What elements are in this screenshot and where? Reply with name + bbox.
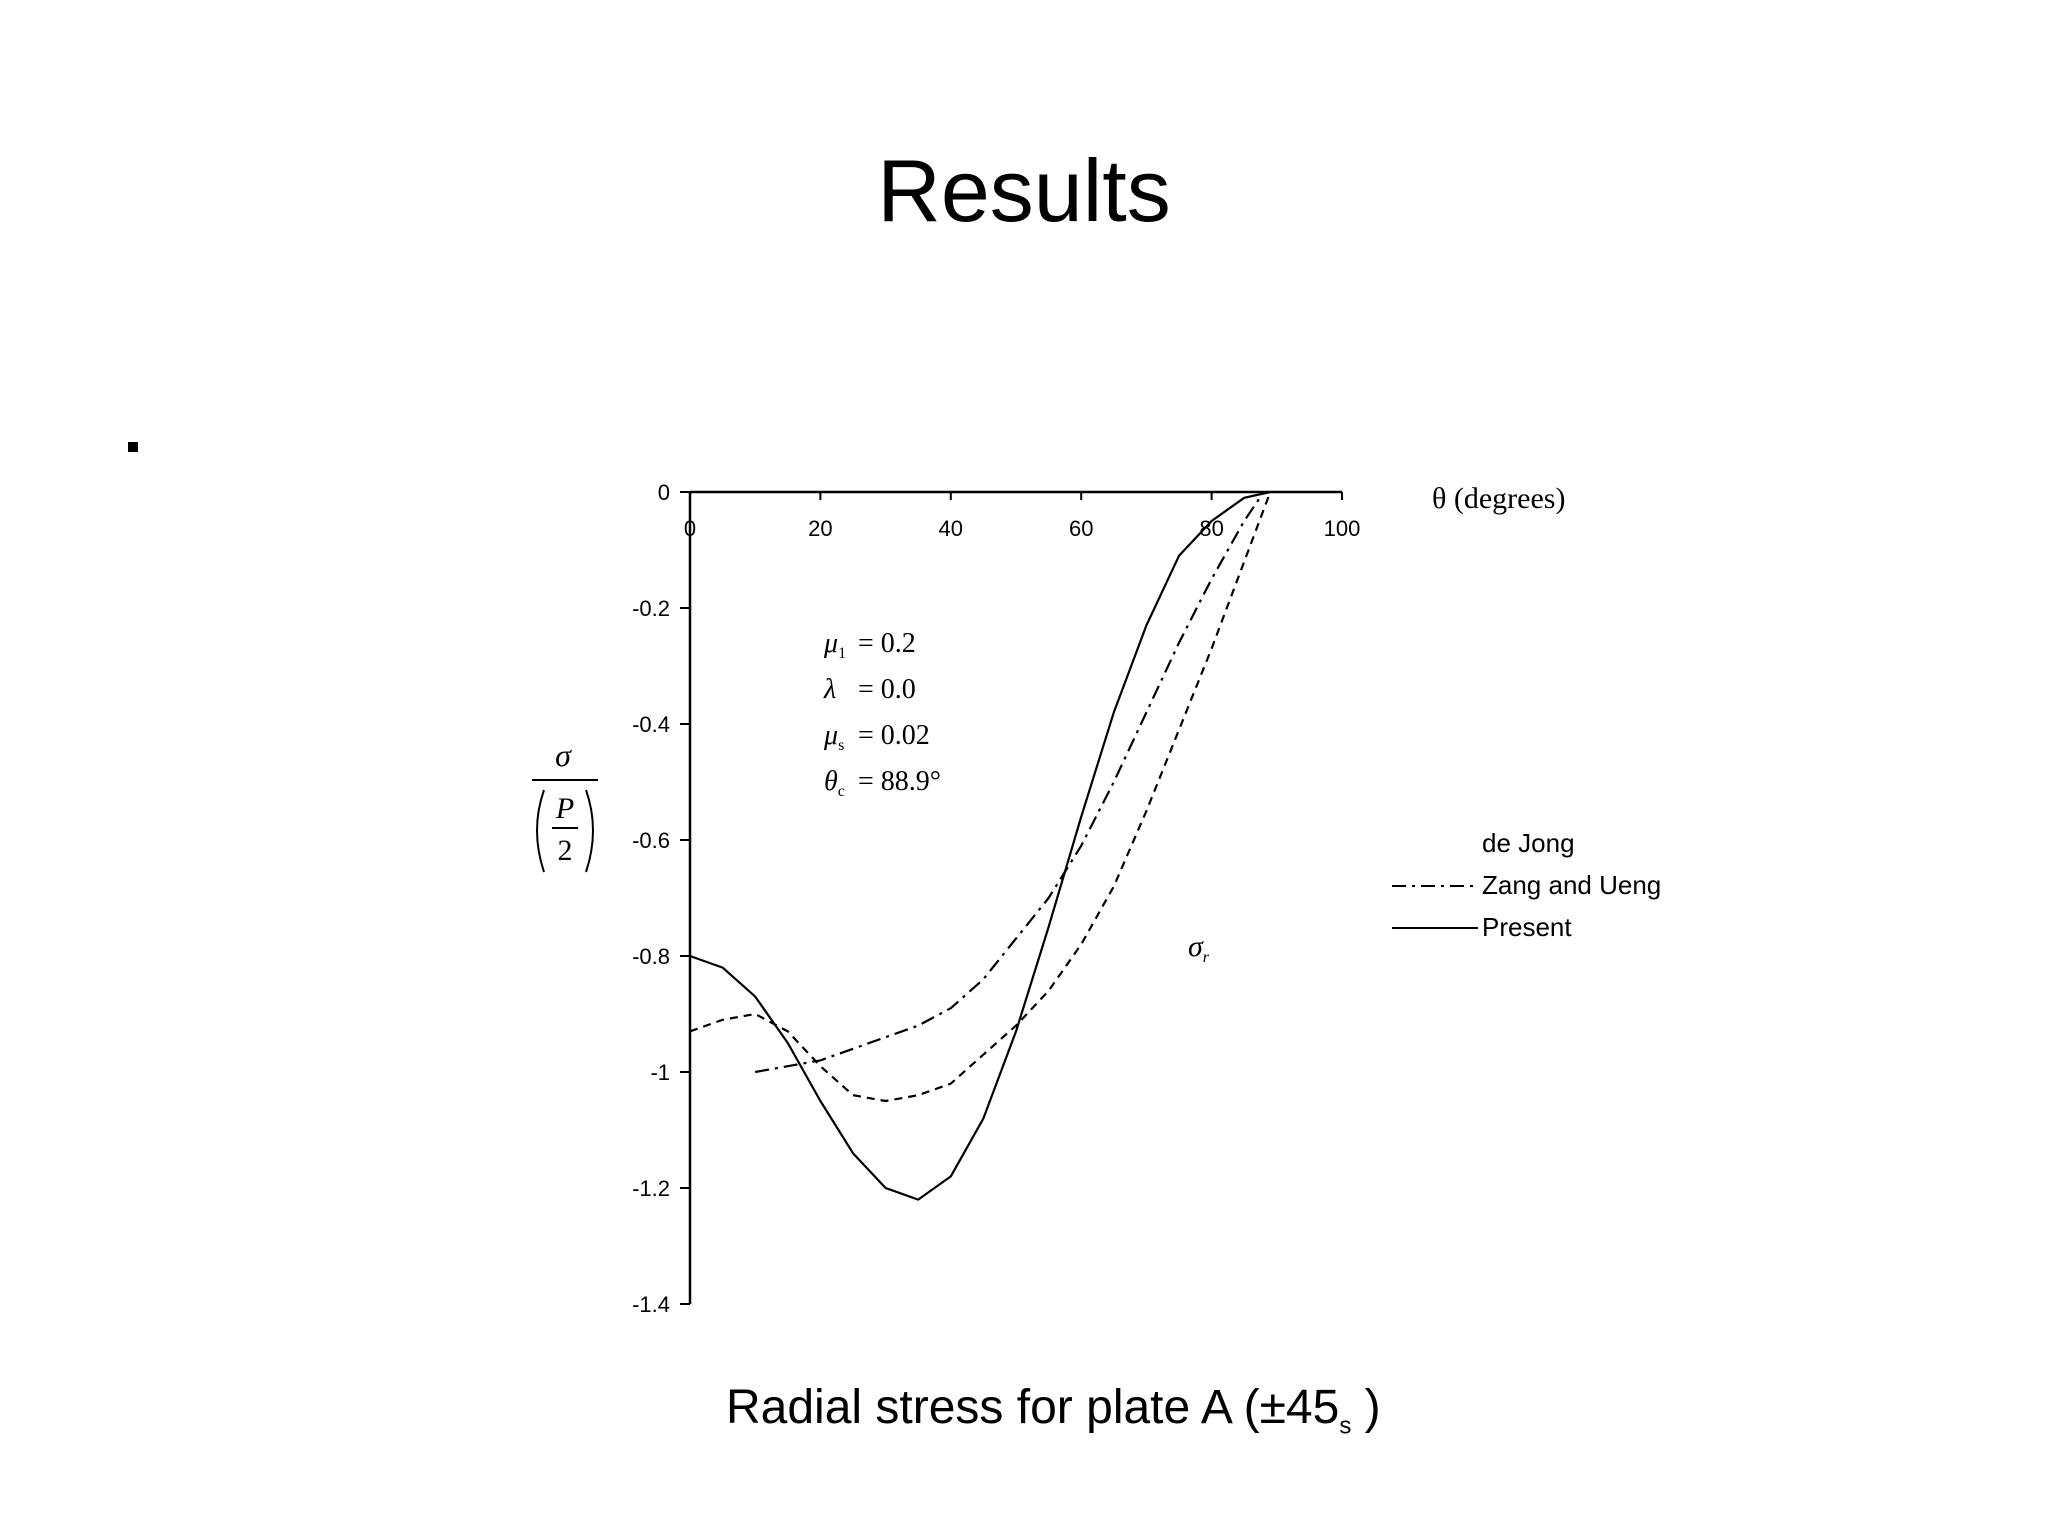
param-symbol: μ	[823, 628, 838, 659]
chart-axes	[688, 490, 1342, 1304]
param-value: 0.0	[881, 674, 916, 705]
series-line-zang-and-ueng	[755, 491, 1265, 1074]
y-tick-label: -0.4	[632, 712, 670, 737]
y-tick-label: -0.6	[632, 828, 670, 853]
y-tick-label: -1	[650, 1060, 670, 1085]
param-equals: =	[858, 766, 881, 797]
param-annotation: μs = 0.02	[823, 720, 930, 754]
chart-legend: de Jong Zang and Ueng Present	[1392, 828, 1661, 942]
param-symbol: θ	[824, 766, 838, 797]
y-tick-label: -1.4	[632, 1292, 670, 1317]
x-tick-label: 100	[1324, 516, 1361, 541]
legend-label: de Jong	[1482, 828, 1575, 858]
param-equals: =	[858, 674, 881, 705]
y-tick-label: -0.8	[632, 944, 670, 969]
param-value: 0.02	[881, 720, 930, 751]
y-tick-label: -1.2	[632, 1176, 670, 1201]
x-tick-label: 20	[808, 516, 832, 541]
curve-label-symbol: σ	[1188, 930, 1204, 963]
chart-caption: Radial stress for plate A (±45s )	[726, 1380, 1381, 1441]
caption-subscript: s	[1339, 1412, 1352, 1440]
y-tick-label: -0.2	[632, 596, 670, 621]
param-subscript: s	[838, 737, 844, 754]
bullet-marker	[128, 442, 138, 452]
param-symbol: μ	[823, 720, 838, 751]
param-subscript: c	[838, 783, 845, 800]
param-equals: =	[858, 628, 881, 659]
y-axis-label-p: P	[555, 792, 574, 825]
series-line-de-jong	[689, 491, 1272, 1103]
chart-series	[689, 490, 1272, 1201]
y-axis-label-2: 2	[558, 834, 573, 867]
y-tick-label: 0	[658, 480, 670, 505]
param-equals: =	[858, 720, 881, 751]
slide-title: Results	[877, 141, 1171, 240]
legend-label: Zang and Ueng	[1482, 870, 1661, 900]
param-annotation: μ1 = 0.2	[823, 628, 916, 662]
param-subscript: 1	[838, 645, 846, 662]
param-value: 0.2	[881, 628, 916, 659]
x-tick-label: 0	[684, 516, 696, 541]
x-tick-label: 40	[939, 516, 963, 541]
curve-label: σr	[1188, 930, 1210, 966]
y-axis-label-sigma: σ	[555, 737, 572, 773]
caption-main: Radial stress for plate A (±45	[726, 1381, 1340, 1434]
legend-label: Present	[1482, 912, 1572, 942]
y-axis-label-paren-right	[585, 789, 594, 873]
param-symbol: λ	[823, 674, 836, 705]
series-line-present	[689, 490, 1271, 1201]
x-axis-label: θ (degrees)	[1432, 482, 1565, 515]
caption-end: )	[1351, 1381, 1381, 1434]
param-value: 88.9°	[881, 766, 941, 797]
x-tick-label: 60	[1069, 516, 1093, 541]
curve-label-subscript: r	[1203, 949, 1210, 966]
param-annotation: λ = 0.0	[823, 674, 916, 705]
y-axis-label-paren-left	[536, 789, 545, 873]
param-annotation: θc = 88.9°	[824, 766, 941, 800]
